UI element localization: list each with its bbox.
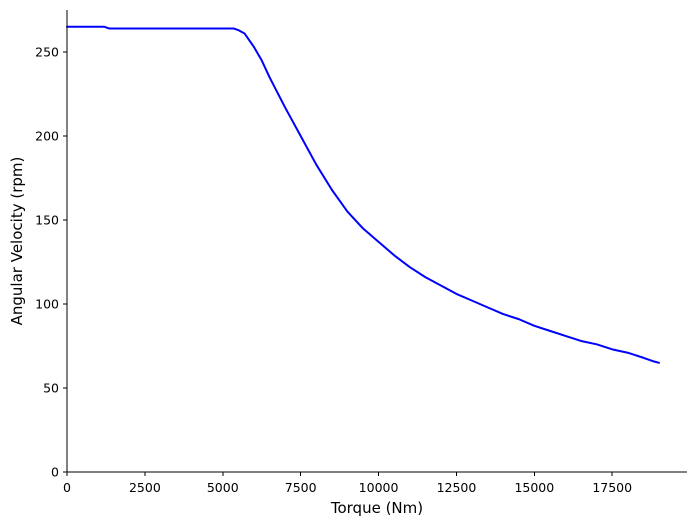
x-tick-label: 17500 [592, 480, 632, 495]
x-tick-label: 2500 [129, 480, 161, 495]
x-tick-label: 0 [63, 480, 71, 495]
y-tick-label: 250 [35, 45, 59, 60]
x-tick-label: 12500 [437, 480, 477, 495]
y-axis-ticks: 0 50 100 150 200 250 [35, 45, 67, 480]
y-tick-label: 100 [35, 297, 59, 312]
x-tick-label: 7500 [285, 480, 317, 495]
plot-area [66, 25, 660, 364]
x-axis-title: Torque (Nm) [330, 499, 423, 517]
y-tick-label: 50 [43, 381, 59, 396]
x-tick-label: 15000 [514, 480, 554, 495]
x-tick-label: 5000 [207, 480, 239, 495]
y-tick-label: 200 [35, 129, 59, 144]
x-axis-ticks: 0 2500 5000 7500 10000 12500 15000 17500 [63, 472, 632, 495]
series-line [66, 25, 660, 364]
y-tick-label: 0 [51, 465, 59, 480]
y-tick-label: 150 [35, 213, 59, 228]
x-tick-label: 10000 [359, 480, 399, 495]
y-axis-title: Angular Velocity (rpm) [8, 157, 26, 326]
